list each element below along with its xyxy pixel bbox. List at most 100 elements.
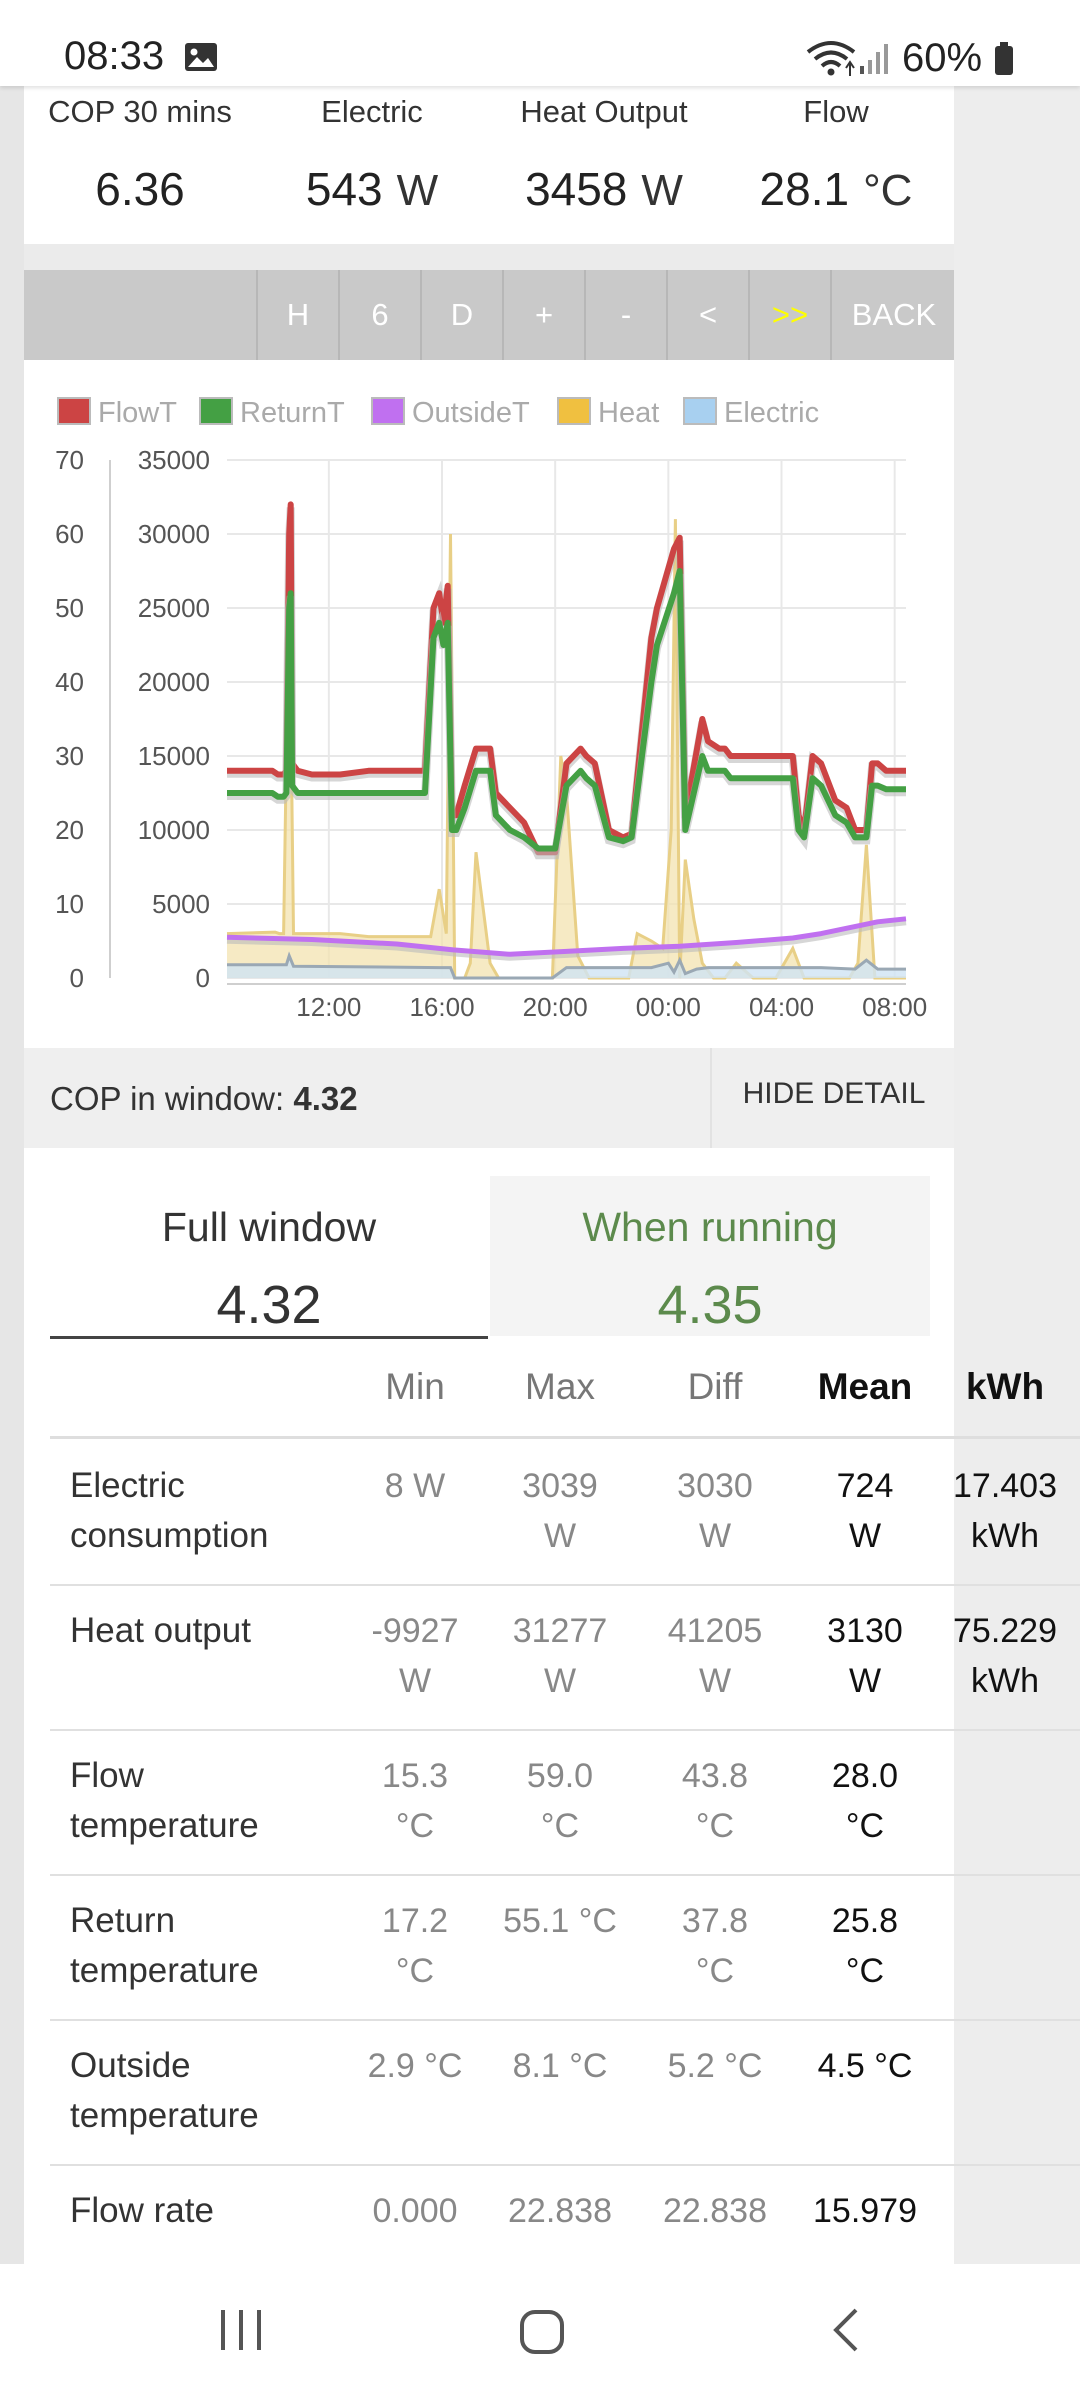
column-header-mean: Mean: [817, 1366, 913, 1407]
row-label-line: Flow rate: [70, 2191, 214, 2230]
row-label-line: temperature: [70, 1951, 259, 1990]
cell-line: 25.8: [831, 1902, 899, 1940]
row-label-line: Outside: [70, 2046, 191, 2085]
cell-mean: 25.8 °C: [790, 1896, 940, 1996]
y-left-tick-label: 70: [55, 445, 84, 475]
day-button[interactable]: D: [420, 270, 502, 360]
cell-diff: 37.8 °C: [640, 1896, 790, 1996]
row-label: Flow temperature: [70, 1751, 340, 1851]
cell-diff: 3030 W: [640, 1461, 790, 1561]
tab-when-running[interactable]: When running 4.35: [490, 1176, 930, 1336]
cell-kwh: 17.403 kWh: [940, 1461, 1070, 1561]
y-right-tick-label: 25000: [138, 593, 210, 623]
live-stats-bar: COP 30 mins 6.36 Electric 543 W Heat Outp…: [24, 86, 954, 244]
cell-diff: 5.2 °C: [640, 2041, 790, 2091]
row-label-line: temperature: [70, 2096, 259, 2135]
cell-line: 15.3: [381, 1757, 449, 1795]
table-row: Flow temperature 15.3 °C 59.0 °C 43.8 °C 28.0 °C: [50, 1729, 1080, 1876]
cell-mean: 28.0 °C: [790, 1751, 940, 1851]
back-nav-icon[interactable]: [826, 2304, 866, 2360]
cell-min: 8 W: [350, 1461, 480, 1511]
stat-label: Electric: [321, 94, 423, 129]
cell-line: °C: [395, 1952, 435, 1990]
y-left-tick-label: 40: [55, 667, 84, 697]
x-tick-label: 00:00: [636, 992, 701, 1022]
six-hour-button[interactable]: 6: [338, 270, 420, 360]
cell-line: 5.2 °C: [667, 2047, 763, 2085]
row-label: Return temperature: [70, 1896, 340, 1996]
row-label-line: consumption: [70, 1516, 269, 1555]
back-button[interactable]: BACK: [830, 270, 956, 360]
cell-line: 17.403: [953, 1467, 1057, 1505]
cell-line: 31277: [512, 1612, 608, 1650]
hour-button[interactable]: H: [256, 270, 338, 360]
cell-line: 37.8: [681, 1902, 749, 1940]
wifi-icon: [806, 41, 856, 76]
zoom-in-button[interactable]: +: [502, 270, 584, 360]
stat-value: 3458: [525, 163, 628, 215]
pan-left-button[interactable]: <: [666, 270, 748, 360]
cell-diff: 22.838: [640, 2186, 790, 2236]
column-header-diff: Diff: [687, 1366, 743, 1407]
series-electric-area: [227, 955, 906, 978]
cell-mean: 724 W: [790, 1461, 940, 1561]
tab-full-window[interactable]: Full window 4.32: [50, 1176, 488, 1339]
cop-window-value: 4.32: [293, 1080, 358, 1117]
status-bar: 08:33 60%: [0, 0, 1080, 86]
series-outside-temperature-line: [226, 916, 907, 957]
cell-line: 22.838: [508, 2192, 612, 2230]
cell-line: 43.8: [681, 1757, 749, 1795]
cell-line: °C: [695, 1952, 735, 1990]
cell-line: 41205: [667, 1612, 763, 1650]
y-left-tick-label: 20: [55, 815, 84, 845]
cop-window-label: COP in window:: [50, 1080, 285, 1117]
column-header-min: Min: [385, 1366, 445, 1407]
cell-max: 55.1 °C: [480, 1896, 640, 1946]
battery-percent: 60%: [902, 36, 983, 80]
stat-value: 543: [305, 163, 383, 215]
cell-line: kWh: [971, 1662, 1039, 1700]
cell-line: 2.9 °C: [367, 2047, 463, 2085]
chart-toolbar: H 6 D + - < >> BACK: [24, 270, 954, 360]
y-right-tick-label: 15000: [138, 741, 210, 771]
time-series-chart[interactable]: 0 10 20 30 40 50 60 70 0 5000 10000 15000 20000 25000…: [24, 360, 954, 1048]
series-return-temperature-line: [227, 568, 906, 852]
stat-value: 28.1: [759, 163, 850, 215]
stat-label: Heat Output: [520, 94, 688, 129]
battery-icon: [995, 42, 1013, 75]
cell-line: 0.000: [372, 2192, 458, 2230]
cell-line: °C: [695, 1807, 735, 1845]
page-margin: [954, 0, 1080, 2264]
home-icon[interactable]: [518, 2304, 566, 2360]
legend-label: Electric: [724, 397, 819, 429]
cell-line: 75.229: [953, 1612, 1057, 1650]
cell-line: W: [543, 1517, 577, 1555]
tab-value: 4.32: [216, 1275, 322, 1335]
cell-line: 724: [836, 1467, 894, 1505]
hide-detail-button[interactable]: HIDE DETAIL: [710, 1048, 956, 1148]
legend-swatch: [683, 397, 717, 425]
tab-label: When running: [582, 1204, 838, 1250]
signal-icon: [860, 44, 888, 74]
table-row: Outside temperature 2.9 °C 8.1 °C 5.2 °C 4.5 …: [50, 2019, 1080, 2166]
cell-line: 17.2: [381, 1902, 449, 1940]
cell-line: kWh: [971, 1517, 1039, 1555]
y-left-tick-label: 50: [55, 593, 84, 623]
pan-right-button[interactable]: >>: [748, 270, 830, 360]
series-electric-line: [227, 951, 906, 980]
cell-line: 3030: [677, 1467, 753, 1505]
x-tick-label: 08:00: [862, 992, 927, 1022]
cell-line: °C: [395, 1807, 435, 1845]
y-left-tick-label: 60: [55, 519, 84, 549]
x-tick-label: 20:00: [523, 992, 588, 1022]
cell-line: °C: [845, 1952, 885, 1990]
cell-line: 4.5 °C: [817, 2047, 913, 2085]
cell-diff: 43.8 °C: [640, 1751, 790, 1851]
recent-apps-icon[interactable]: [218, 2304, 264, 2360]
y-left-tick-label: 10: [55, 889, 84, 919]
zoom-out-button[interactable]: -: [584, 270, 666, 360]
stat-unit: W: [396, 166, 439, 215]
tab-value: 4.35: [657, 1275, 763, 1335]
cell-max: 59.0 °C: [480, 1751, 640, 1851]
cell-line: W: [698, 1662, 732, 1700]
